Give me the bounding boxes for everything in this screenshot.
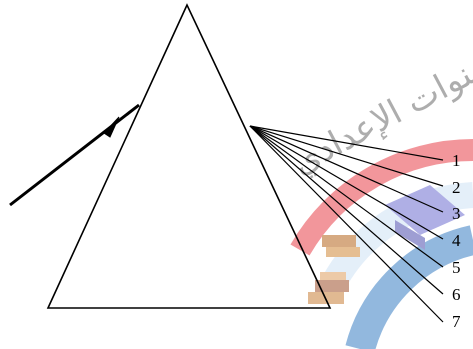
watermark-arc-light <box>318 182 473 296</box>
ray-4 <box>249 125 444 240</box>
ray-3 <box>249 125 444 213</box>
ray-label-1: 1 <box>452 151 461 170</box>
watermark-arc <box>290 139 473 349</box>
incident-ray <box>9 103 140 207</box>
ray-label-5: 5 <box>452 258 461 277</box>
watermark: سنوات الإعدادي <box>285 41 473 349</box>
ray-6 <box>249 125 444 295</box>
ray-label-4: 4 <box>452 231 461 250</box>
watermark-arc-red <box>290 139 473 256</box>
ray-label-6: 6 <box>452 285 461 304</box>
ray-2 <box>249 125 444 187</box>
ray-label-3: 3 <box>452 204 461 223</box>
ray-label-7: 7 <box>452 312 461 331</box>
ray-labels: 1 2 3 4 5 6 7 <box>452 151 461 331</box>
arrow-head-icon <box>103 116 120 138</box>
ray-7 <box>249 125 444 323</box>
ray-5 <box>249 125 444 268</box>
dispersed-rays <box>249 125 444 323</box>
ray-1 <box>249 125 444 161</box>
prism-triangle <box>46 3 332 309</box>
ray-label-2: 2 <box>452 178 461 197</box>
watermark-arc-blue <box>345 225 473 349</box>
watermark-book-cap-icon <box>385 185 465 250</box>
